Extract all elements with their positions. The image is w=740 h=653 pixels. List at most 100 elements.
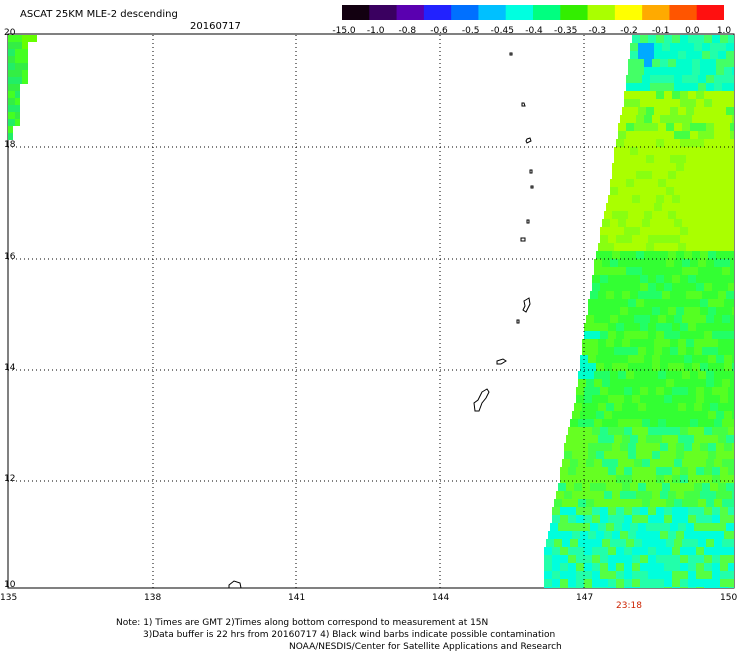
swath-cell: [672, 387, 680, 395]
swath-cell: [634, 499, 642, 507]
swath-cell: [672, 475, 680, 483]
swath-cell: [15, 35, 22, 42]
swath-cell: [672, 587, 680, 588]
color-scale-swatch: [587, 5, 616, 20]
swath-cell: [560, 571, 568, 579]
swath-cell: [720, 571, 728, 579]
swath-cell: [676, 171, 684, 179]
swath-cell: [648, 427, 656, 435]
swath-cell: [598, 403, 606, 411]
swath-cell: [684, 307, 692, 315]
swath-cell: [612, 363, 620, 371]
swath-cell: [8, 49, 15, 56]
swath-cell: [676, 211, 684, 219]
swath-cell: [660, 443, 668, 451]
swath-cell: [726, 203, 734, 211]
swath-cell: [568, 515, 576, 523]
swath-cell: [646, 339, 654, 347]
swath-cell: [706, 123, 714, 131]
swath-cell: [704, 507, 712, 515]
swath-cell: [708, 163, 716, 171]
swath-cell: [660, 491, 668, 499]
swath-cell: [724, 307, 732, 315]
swath-cell: [678, 43, 686, 51]
swath-cell: [594, 539, 602, 547]
swath-cell: [680, 275, 688, 283]
swath-cell: [632, 99, 640, 107]
swath-cell: [716, 163, 724, 171]
swath-cell: [626, 315, 634, 323]
swath-cell: [604, 355, 612, 363]
swath-cell: [608, 395, 616, 403]
swath-cell: [656, 99, 664, 107]
swath-cell: [704, 395, 712, 403]
swath-cell: [714, 499, 722, 507]
swath-cell: [680, 91, 688, 99]
date-text: 20160717: [190, 21, 241, 32]
swath-cell: [616, 547, 624, 555]
swath-cell: [686, 347, 694, 355]
swath-cell: [672, 323, 680, 331]
swath-cell: [642, 459, 650, 467]
swath-cell: [722, 179, 730, 187]
swath-cell: [652, 411, 660, 419]
swath-cell: [546, 539, 554, 547]
swath-cell: [628, 211, 636, 219]
swath-cell: [702, 403, 710, 411]
swath-cell: [694, 43, 702, 51]
color-scale-label: -0.2: [620, 26, 638, 36]
swath-cell: [696, 99, 704, 107]
swath-cell: [720, 563, 728, 571]
swath-cell: [732, 531, 734, 539]
swath-cell: [644, 299, 652, 307]
swath-cell: [718, 43, 726, 51]
swath-cell: [674, 83, 682, 91]
swath-cell: [576, 547, 584, 555]
swath-cell: [714, 179, 722, 187]
swath-cell: [674, 499, 682, 507]
swath-cell: [708, 251, 716, 259]
swath-cell: [576, 387, 584, 395]
swath-cell: [674, 123, 682, 131]
swath-cell: [686, 51, 694, 59]
swath-cell: [668, 299, 676, 307]
swath-cell: [698, 123, 706, 131]
swath-cell: [722, 75, 730, 83]
swath-cell: [624, 323, 632, 331]
swath-cell: [650, 83, 658, 91]
swath-cell: [658, 179, 666, 187]
swath-cell: [8, 63, 15, 70]
swath-cell: [644, 251, 652, 259]
swath-cell: [22, 56, 28, 63]
swath-cell: [586, 499, 594, 507]
swath-cell: [712, 323, 720, 331]
swath-cell: [590, 403, 598, 411]
swath-cell: [658, 459, 666, 467]
swath-cell: [728, 587, 734, 588]
swath-cell: [624, 427, 632, 435]
swath-cell: [688, 227, 696, 235]
swath-cell: [552, 515, 560, 523]
swath-cell: [684, 163, 692, 171]
swath-cell: [562, 539, 570, 547]
swath-cell: [640, 571, 648, 579]
swath-cell: [660, 251, 668, 259]
swath-cell: [624, 395, 632, 403]
swath-cell: [588, 355, 596, 363]
swath-cell: [724, 411, 732, 419]
swath-cell: [656, 555, 664, 563]
swath-cell: [712, 99, 720, 107]
swath-cell: [584, 587, 592, 588]
swath-cell: [682, 539, 690, 547]
swath-cell: [648, 275, 656, 283]
swath-cell: [656, 467, 664, 475]
swath-cell: [684, 171, 692, 179]
swath-cell: [576, 515, 584, 523]
swath-cell: [560, 579, 568, 587]
swath-cell: [708, 307, 716, 315]
swath-cell: [614, 523, 622, 531]
swath-cell: [656, 139, 664, 147]
swath-cell: [674, 187, 682, 195]
footer-line: Note: 1) Times are GMT 2)Times along bot…: [116, 618, 489, 628]
color-scale-label: -0.35: [554, 26, 578, 36]
